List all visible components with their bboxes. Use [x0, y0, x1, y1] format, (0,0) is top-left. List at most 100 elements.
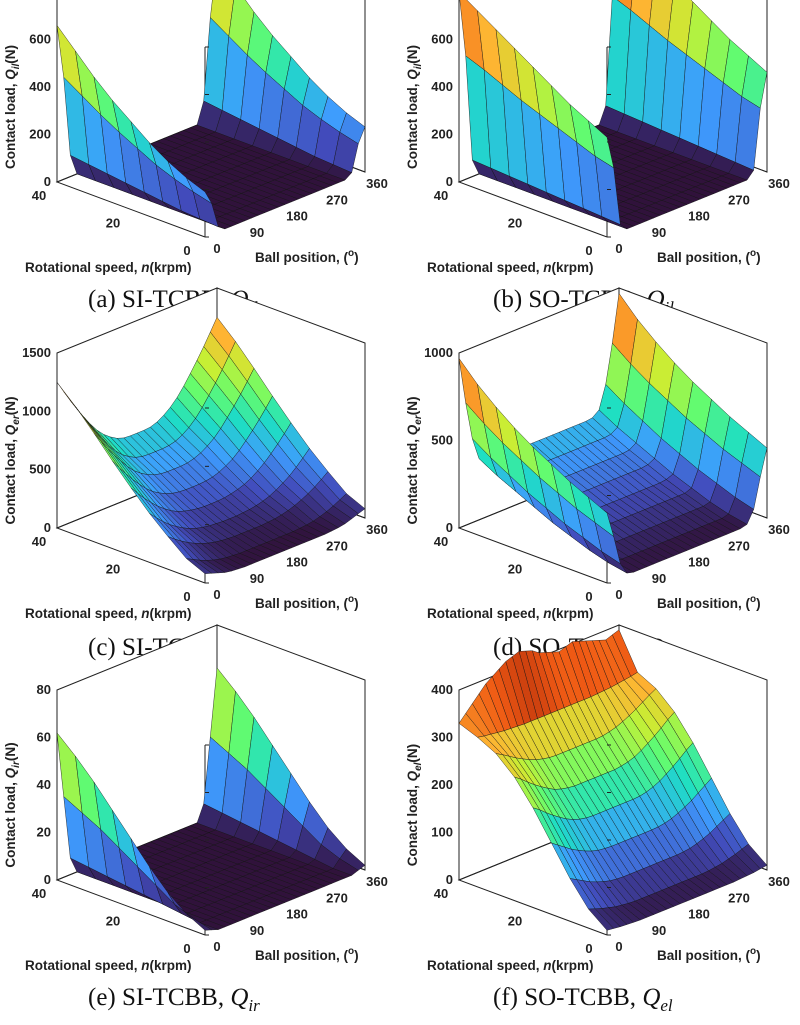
z-tick-label: 0	[446, 174, 453, 189]
y-tick-label: 20	[106, 216, 120, 231]
y-tick-label: 0	[585, 589, 592, 604]
x-tick-label: 180	[286, 555, 308, 570]
x-tick-label: 360	[768, 874, 790, 889]
z-tick-label: 1000	[22, 403, 51, 418]
z-tick-label: 0	[44, 872, 51, 887]
x-tick-label: 90	[250, 225, 264, 240]
y-axis-title: Rotational speed, n(krpm)	[25, 606, 192, 621]
y-axis-title: Rotational speed, n(krpm)	[427, 606, 594, 621]
z-tick-label: 1500	[22, 345, 51, 360]
x-tick-label: 0	[213, 587, 220, 602]
y-tick-label: 40	[434, 534, 448, 549]
y-axis-title: Rotational speed, n(krpm)	[427, 958, 594, 973]
z-tick-label: 500	[29, 462, 51, 477]
x-axis-title: Ball position, (o)	[255, 248, 359, 265]
y-axis-title: Rotational speed, n(krpm)	[25, 958, 192, 973]
x-tick-label: 360	[768, 176, 790, 191]
y-tick-label: 20	[508, 914, 522, 929]
x-tick-label: 360	[366, 176, 388, 191]
chart-panel-a: 020040060080009018027036002040Rotational…	[3, 0, 388, 317]
x-axis-title: Ball position, (o)	[657, 594, 761, 611]
z-tick-label: 0	[44, 174, 51, 189]
y-tick-label: 40	[434, 886, 448, 901]
z-tick-label: 0	[44, 520, 51, 535]
x-tick-label: 270	[728, 192, 750, 207]
x-tick-label: 180	[286, 209, 308, 224]
z-tick-label: 100	[431, 825, 453, 840]
z-axis-title: Contact load, Qil(N)	[405, 45, 424, 169]
x-axis-title: Ball position, (o)	[255, 946, 359, 963]
z-tick-label: 0	[446, 872, 453, 887]
z-tick-label: 20	[37, 825, 51, 840]
x-tick-label: 90	[652, 571, 666, 586]
z-tick-label: 40	[37, 777, 51, 792]
x-tick-label: 90	[652, 225, 666, 240]
surface-cell	[587, 908, 615, 931]
z-tick-label: 300	[431, 730, 453, 745]
z-tick-label: 200	[431, 777, 453, 792]
chart-panel-b: 020040060080009018027036002040Rotational…	[405, 0, 790, 317]
x-tick-label: 180	[688, 907, 710, 922]
x-tick-label: 90	[652, 923, 666, 938]
z-axis-title: Conact load, Qel(N)	[405, 744, 424, 866]
chart-panel-e: 0 20 40 60 80 0 90 180 270 360 0 20 40 Rotational spe…	[3, 624, 388, 1015]
z-tick-label: 1000	[424, 345, 453, 360]
x-tick-label: 0	[213, 241, 220, 256]
x-tick-label: 270	[326, 192, 348, 207]
chart-panel-f: 0 100 200 300 400 0 90 180 270 360 0 20 40 Rotational…	[405, 624, 790, 1015]
x-tick-label: 90	[250, 571, 264, 586]
y-axis-title: Rotational speed, n(krpm)	[427, 260, 594, 275]
x-tick-label: 360	[366, 522, 388, 537]
chart-panel-c: 0 500 1000 1500 0 90 180 270 360 0 20 40 Rotational …	[3, 287, 388, 665]
x-axis-title: Ball position, (o)	[255, 594, 359, 611]
z-tick-label: 500	[431, 433, 453, 448]
x-tick-label: 0	[615, 241, 622, 256]
z-tick-label: 400	[431, 682, 453, 697]
z-tick-label: 200	[29, 127, 51, 142]
y-tick-label: 40	[32, 886, 46, 901]
x-tick-label: 270	[326, 538, 348, 553]
y-tick-label: 20	[106, 914, 120, 929]
x-tick-label: 0	[213, 939, 220, 954]
x-tick-label: 270	[326, 890, 348, 905]
panel-caption: (e) SI-TCBB, Qir	[88, 984, 260, 1015]
y-tick-label: 40	[32, 534, 46, 549]
z-axis-title: Contact load, Qir(N)	[3, 742, 22, 867]
z-tick-label: 400	[431, 79, 453, 94]
z-tick-label: 600	[29, 32, 51, 47]
z-tick-label: 600	[431, 32, 453, 47]
z-tick-label: 80	[37, 682, 51, 697]
y-tick-label: 20	[508, 562, 522, 577]
y-tick-label: 40	[32, 188, 46, 203]
x-tick-label: 180	[688, 209, 710, 224]
surface-cell	[186, 177, 212, 204]
surface-cell	[588, 496, 615, 538]
y-tick-label: 0	[183, 243, 190, 258]
y-tick-label: 0	[585, 243, 592, 258]
y-tick-label: 40	[434, 188, 448, 203]
surface-cell	[186, 913, 213, 931]
x-axis-title: Ball position, (o)	[657, 946, 761, 963]
chart-panel-d: 0 500 1000 0 90 180 270 360 0 20 40 Rotational spee…	[405, 287, 790, 665]
x-tick-label: 180	[688, 555, 710, 570]
surface-cell	[588, 120, 615, 169]
x-axis-title: Ball position, (o)	[657, 248, 761, 265]
y-axis-title: Rotational speed, n(krpm)	[25, 260, 192, 275]
y-tick-label: 20	[508, 216, 522, 231]
x-tick-label: 0	[615, 939, 622, 954]
z-tick-label: 200	[431, 127, 453, 142]
z-tick-label: 0	[446, 520, 453, 535]
y-tick-label: 0	[183, 589, 190, 604]
x-tick-label: 360	[366, 874, 388, 889]
panel-caption: (f) SO-TCBB, Qel	[493, 984, 673, 1015]
surface-cell	[185, 558, 213, 574]
z-tick-label: 60	[37, 730, 51, 745]
x-tick-label: 360	[768, 522, 790, 537]
x-tick-label: 270	[728, 538, 750, 553]
z-axis-title: Contact load, Qer(N)	[405, 397, 424, 525]
z-axis-title: Contact load, Qil(N)	[3, 45, 22, 169]
z-axis-title: Contact load, Qer(N)	[3, 397, 22, 525]
y-tick-label: 0	[585, 941, 592, 956]
x-tick-label: 90	[250, 923, 264, 938]
